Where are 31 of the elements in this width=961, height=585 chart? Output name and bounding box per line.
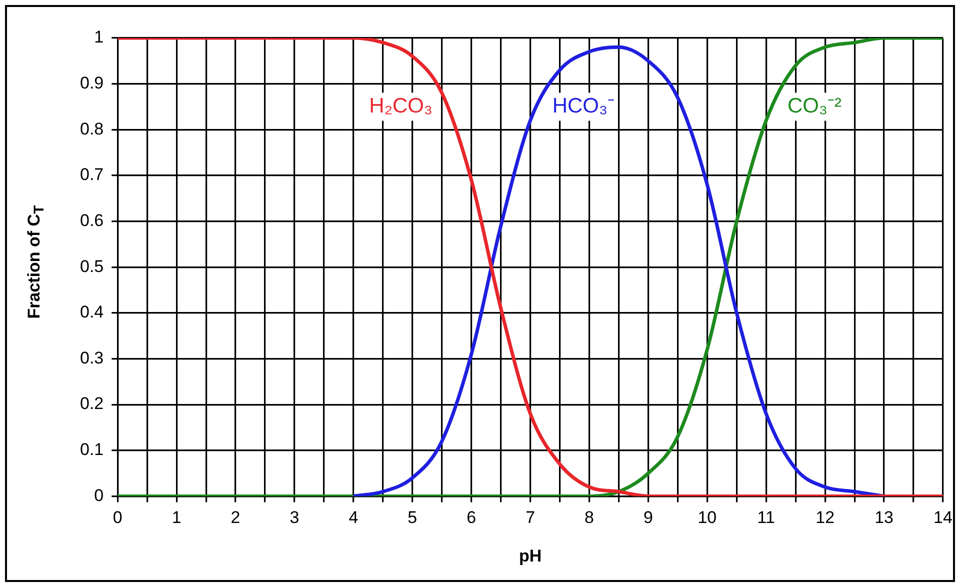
y-tick-label: 0.4 (80, 302, 104, 322)
y-tick-label: 0.9 (80, 74, 104, 93)
y-tick-label: 0.7 (80, 165, 104, 184)
y-tick-label: 0 (94, 486, 104, 505)
x-tick-label: 9 (643, 508, 653, 528)
line-series (352, 45, 886, 496)
x-tick-label: 6 (466, 508, 476, 528)
series-label: H₂CO₃ (369, 94, 433, 118)
series-label: CO₃⁻² (788, 94, 842, 118)
y-tick-label: 1 (94, 28, 104, 47)
x-tick-label: 2 (230, 508, 240, 528)
x-tick-label: 1 (172, 508, 182, 528)
x-tick-label: 7 (526, 508, 536, 528)
series-label: HCO₃⁻ (552, 94, 615, 118)
y-tick-label: 0.6 (80, 210, 104, 230)
x-tick-label: 5 (408, 508, 418, 528)
x-tick-label: 10 (698, 508, 717, 528)
x-tick-label: 3 (290, 508, 300, 528)
x-tick-label: 13 (874, 508, 894, 528)
x-tick-label: 0 (112, 508, 122, 528)
x-tick-label: 4 (348, 508, 358, 528)
y-tick-label: 0.1 (80, 440, 104, 460)
y-tick-label: 0.2 (80, 394, 104, 414)
y-tick-label: 0.3 (80, 348, 104, 368)
x-tick-label: 14 (934, 508, 952, 528)
x-tick-label: 12 (816, 508, 835, 528)
y-tick-label: 0.8 (80, 119, 104, 138)
x-tick-label: 8 (584, 508, 594, 528)
x-tick-label: 11 (757, 508, 775, 528)
y-tick-label: 0.5 (80, 256, 104, 276)
x-axis-title: pH (518, 546, 542, 566)
